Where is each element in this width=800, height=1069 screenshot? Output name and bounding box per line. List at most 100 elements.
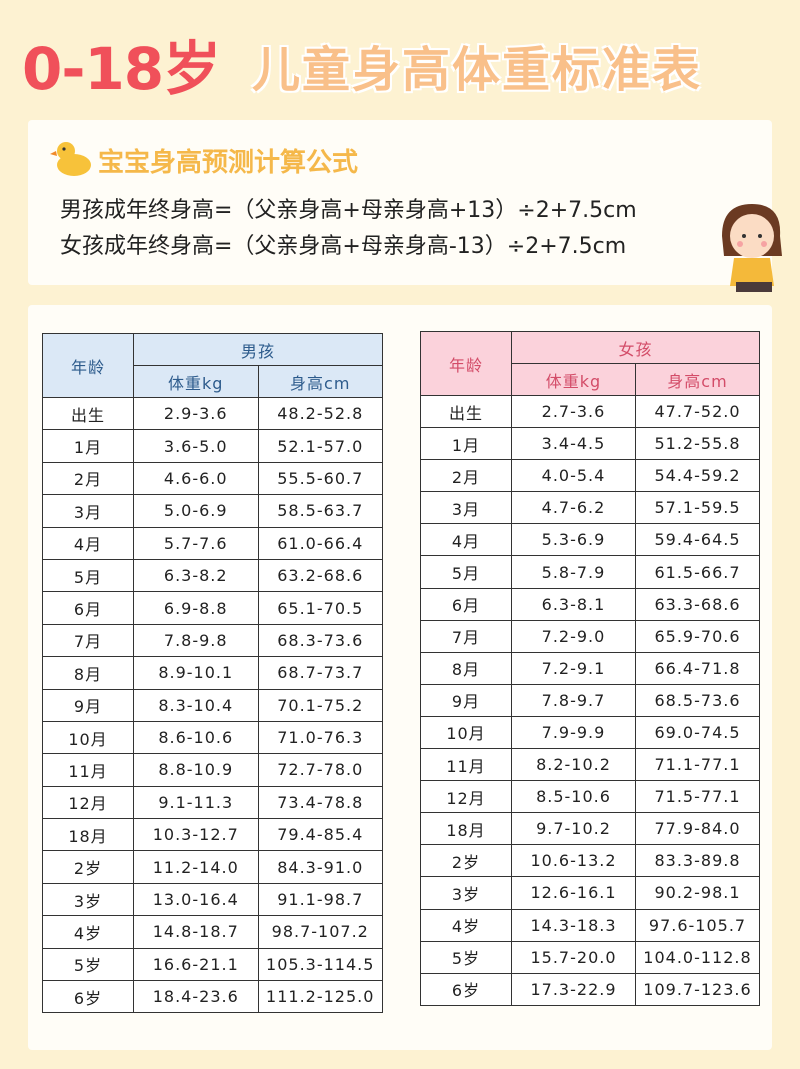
table-row: 9月 8.3-10.4 70.1-75.2 bbox=[42, 688, 383, 722]
age-cell: 12月 bbox=[420, 780, 512, 814]
height-cell: 98.7-107.2 bbox=[257, 915, 383, 949]
height-cell: 47.7-52.0 bbox=[635, 394, 760, 429]
height-cell: 61.0-66.4 bbox=[257, 526, 383, 560]
height-cell: 69.0-74.5 bbox=[635, 715, 760, 750]
age-cell: 3月 bbox=[42, 494, 134, 528]
formula-line: 女孩成年终身高=（父亲身高+母亲身高-13）÷2+7.5cm bbox=[60, 234, 627, 259]
weight-cell: 9.7-10.2 bbox=[511, 812, 636, 846]
weight-cell: 10.6-13.2 bbox=[511, 844, 636, 878]
weight-header: 体重kg bbox=[511, 363, 636, 396]
weight-cell: 4.0-5.4 bbox=[511, 459, 636, 493]
table-row: 年龄 男孩 bbox=[42, 333, 383, 398]
age-cell: 11月 bbox=[420, 748, 512, 782]
weight-cell: 7.2-9.1 bbox=[511, 651, 636, 685]
weight-cell: 7.9-9.9 bbox=[511, 715, 636, 750]
age-cell: 5月 bbox=[420, 555, 512, 589]
age-cell: 5岁 bbox=[420, 940, 512, 974]
height-cell: 73.4-78.8 bbox=[257, 785, 383, 820]
weight-cell: 6.9-8.8 bbox=[133, 591, 259, 625]
table-row: 18月 9.7-10.2 77.9-84.0 bbox=[420, 812, 760, 846]
age-header: 年龄 bbox=[420, 331, 512, 396]
weight-cell: 8.3-10.4 bbox=[133, 688, 259, 722]
weight-cell: 14.3-18.3 bbox=[511, 908, 636, 942]
table-row: 8月 7.2-9.1 66.4-71.8 bbox=[420, 651, 760, 685]
table-row: 18月 10.3-12.7 79.4-85.4 bbox=[42, 818, 383, 852]
table-row: 5月 6.3-8.2 63.2-68.6 bbox=[42, 558, 383, 593]
height-header: 身高cm bbox=[257, 365, 383, 398]
table-row: 出生 2.7-3.6 47.7-52.0 bbox=[420, 394, 760, 429]
table-row: 12月 8.5-10.6 71.5-77.1 bbox=[420, 780, 760, 814]
age-cell: 6月 bbox=[420, 587, 512, 621]
weight-cell: 5.7-7.6 bbox=[133, 526, 259, 560]
weight-cell: 17.3-22.9 bbox=[511, 972, 636, 1006]
weight-cell: 4.7-6.2 bbox=[511, 491, 636, 525]
table-row: 3月 4.7-6.2 57.1-59.5 bbox=[420, 491, 760, 525]
height-cell: 84.3-91.0 bbox=[257, 850, 383, 884]
height-cell: 58.5-63.7 bbox=[257, 494, 383, 528]
table-row: 体重kg 身高cm bbox=[43, 365, 383, 398]
height-cell: 77.9-84.0 bbox=[635, 812, 760, 846]
title-main: 0-18岁 bbox=[22, 35, 221, 103]
age-cell: 4月 bbox=[420, 523, 512, 557]
weight-cell: 14.8-18.7 bbox=[133, 915, 259, 949]
weight-cell: 16.6-21.1 bbox=[133, 947, 259, 982]
age-cell: 10月 bbox=[420, 715, 512, 750]
height-cell: 79.4-85.4 bbox=[257, 818, 383, 852]
height-cell: 70.1-75.2 bbox=[257, 688, 383, 722]
table-row: 2岁 11.2-14.0 84.3-91.0 bbox=[42, 850, 383, 884]
height-cell: 51.2-55.8 bbox=[635, 427, 760, 461]
age-cell: 1月 bbox=[420, 427, 512, 461]
height-cell: 90.2-98.1 bbox=[635, 876, 760, 910]
height-cell: 68.3-73.6 bbox=[257, 623, 383, 658]
table-row: 7月 7.2-9.0 65.9-70.6 bbox=[420, 619, 760, 653]
table-row: 10月 8.6-10.6 71.0-76.3 bbox=[42, 720, 383, 755]
age-cell: 4岁 bbox=[420, 908, 512, 942]
weight-cell: 10.3-12.7 bbox=[133, 818, 259, 852]
height-cell: 71.0-76.3 bbox=[257, 720, 383, 755]
age-cell: 2月 bbox=[42, 461, 134, 496]
formula-heading: 宝宝身高预测计算公式 bbox=[98, 148, 359, 178]
age-cell: 7月 bbox=[42, 623, 134, 658]
height-cell: 68.5-73.6 bbox=[635, 683, 760, 717]
height-cell: 63.2-68.6 bbox=[257, 558, 383, 593]
height-cell: 52.1-57.0 bbox=[257, 429, 383, 463]
age-cell: 10月 bbox=[42, 720, 134, 755]
height-cell: 61.5-66.7 bbox=[635, 555, 760, 589]
height-cell: 91.1-98.7 bbox=[257, 882, 383, 917]
height-cell: 68.7-73.7 bbox=[257, 656, 383, 690]
age-cell: 6岁 bbox=[42, 980, 134, 1014]
age-cell: 2岁 bbox=[420, 844, 512, 878]
weight-cell: 2.7-3.6 bbox=[511, 394, 636, 429]
age-cell: 11月 bbox=[42, 753, 134, 787]
table-row: 9月 7.8-9.7 68.5-73.6 bbox=[420, 683, 760, 717]
age-cell: 9月 bbox=[420, 683, 512, 717]
height-cell: 104.0-112.8 bbox=[635, 940, 760, 974]
table-row: 2月 4.6-6.0 55.5-60.7 bbox=[42, 461, 383, 496]
girl-illustration bbox=[722, 204, 782, 292]
table-row: 6岁 17.3-22.9 109.7-123.6 bbox=[420, 972, 760, 1006]
weight-cell: 11.2-14.0 bbox=[133, 850, 259, 884]
table-row: 6月 6.3-8.1 63.3-68.6 bbox=[420, 587, 760, 621]
table-row: 6岁 18.4-23.6 111.2-125.0 bbox=[42, 980, 383, 1014]
boys-table: 年龄 男孩 体重kg 身高cm 出生 2.9-3.6 48.2-52.8 1月 3.6-5.0 5… bbox=[42, 333, 383, 1014]
weight-cell: 18.4-23.6 bbox=[133, 980, 259, 1014]
weight-cell: 5.3-6.9 bbox=[511, 523, 636, 557]
age-cell: 出生 bbox=[42, 396, 134, 431]
age-cell: 3岁 bbox=[42, 882, 134, 917]
table-row: 体重kg 身高cm bbox=[421, 363, 760, 396]
weight-cell: 8.8-10.9 bbox=[133, 753, 259, 787]
weight-cell: 13.0-16.4 bbox=[133, 882, 259, 917]
table-row: 2月 4.0-5.4 54.4-59.2 bbox=[420, 459, 760, 493]
group-header: 男孩 bbox=[133, 333, 383, 366]
age-cell: 4月 bbox=[42, 526, 134, 560]
age-cell: 18月 bbox=[42, 818, 134, 852]
weight-header: 体重kg bbox=[133, 365, 259, 398]
age-cell: 5岁 bbox=[42, 947, 134, 982]
girls-table: 年龄 女孩 体重kg 身高cm 出生 2.7-3.6 47.7-52.0 1月 3.4-4.5 5… bbox=[420, 331, 760, 1006]
age-cell: 8月 bbox=[420, 651, 512, 685]
height-cell: 63.3-68.6 bbox=[635, 587, 760, 621]
table-row: 5岁 15.7-20.0 104.0-112.8 bbox=[420, 940, 760, 974]
age-cell: 2月 bbox=[420, 459, 512, 493]
height-cell: 65.9-70.6 bbox=[635, 619, 760, 653]
height-cell: 71.5-77.1 bbox=[635, 780, 760, 814]
